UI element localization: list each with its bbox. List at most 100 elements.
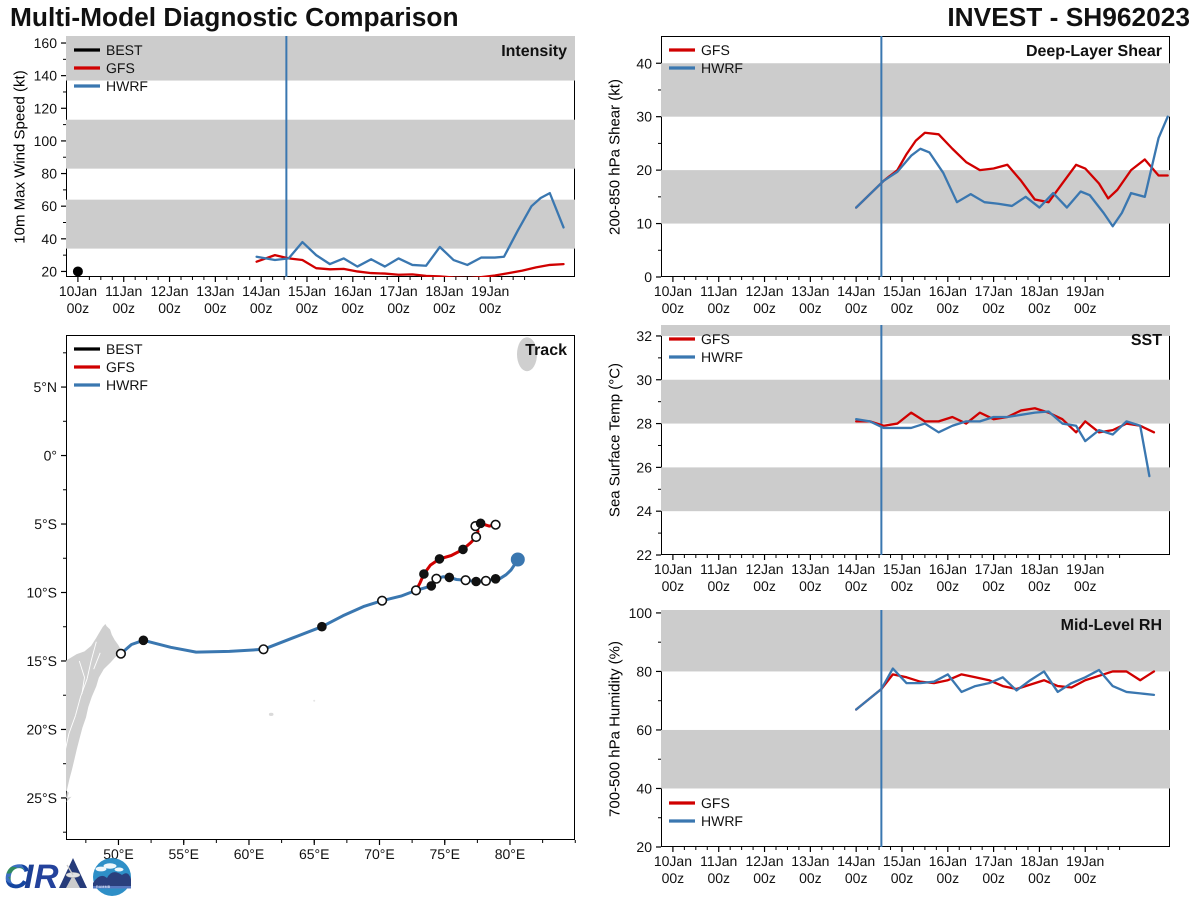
svg-text:140: 140: [34, 68, 58, 84]
svg-text:00z: 00z: [707, 578, 730, 594]
svg-text:Mid-Level RH: Mid-Level RH: [1061, 617, 1162, 634]
svg-text:00z: 00z: [296, 300, 319, 316]
svg-text:00z: 00z: [707, 300, 730, 316]
svg-text:15Jan: 15Jan: [883, 561, 921, 577]
svg-text:00z: 00z: [1028, 578, 1051, 594]
svg-text:BEST: BEST: [106, 42, 143, 58]
svg-text:80°E: 80°E: [495, 846, 526, 862]
svg-text:15Jan: 15Jan: [883, 283, 921, 299]
svg-text:00z: 00z: [479, 300, 502, 316]
svg-text:GFS: GFS: [701, 795, 730, 811]
svg-text:0°: 0°: [44, 448, 57, 464]
svg-text:17Jan: 17Jan: [380, 283, 418, 299]
svg-text:GFS: GFS: [701, 42, 730, 58]
svg-text:10°S: 10°S: [26, 585, 57, 601]
svg-text:12Jan: 12Jan: [745, 853, 783, 869]
svg-text:10Jan: 10Jan: [654, 561, 692, 577]
svg-text:HWRF: HWRF: [701, 349, 743, 365]
svg-text:13Jan: 13Jan: [196, 283, 234, 299]
svg-text:00z: 00z: [662, 870, 685, 886]
svg-text:19Jan: 19Jan: [1066, 283, 1104, 299]
svg-text:20°S: 20°S: [26, 721, 57, 737]
svg-text:00z: 00z: [204, 300, 227, 316]
svg-text:00z: 00z: [891, 300, 914, 316]
svg-text:00z: 00z: [662, 300, 685, 316]
svg-text:00z: 00z: [753, 870, 776, 886]
svg-text:00z: 00z: [433, 300, 456, 316]
svg-text:00z: 00z: [937, 578, 960, 594]
svg-text:RAMMB: RAMMB: [96, 885, 111, 889]
svg-text:55°E: 55°E: [168, 846, 199, 862]
svg-text:30: 30: [636, 372, 652, 388]
svg-text:75°E: 75°E: [429, 846, 460, 862]
svg-text:12Jan: 12Jan: [150, 283, 188, 299]
svg-text:17Jan: 17Jan: [975, 853, 1013, 869]
svg-text:00z: 00z: [982, 578, 1005, 594]
svg-text:100: 100: [629, 605, 653, 621]
svg-text:5°N: 5°N: [34, 379, 58, 395]
svg-text:00z: 00z: [1028, 300, 1051, 316]
svg-text:60°E: 60°E: [234, 846, 265, 862]
svg-text:17Jan: 17Jan: [975, 283, 1013, 299]
svg-text:Deep-Layer Shear: Deep-Layer Shear: [1026, 43, 1162, 60]
svg-text:32: 32: [636, 328, 652, 344]
svg-text:00z: 00z: [1074, 578, 1097, 594]
svg-text:19Jan: 19Jan: [1066, 853, 1104, 869]
svg-text:65°E: 65°E: [299, 846, 330, 862]
svg-text:00z: 00z: [891, 578, 914, 594]
svg-text:10Jan: 10Jan: [59, 283, 97, 299]
svg-text:00z: 00z: [799, 578, 822, 594]
svg-text:HWRF: HWRF: [701, 813, 743, 829]
svg-text:13Jan: 13Jan: [791, 283, 829, 299]
svg-text:00z: 00z: [387, 300, 410, 316]
svg-text:18Jan: 18Jan: [1020, 283, 1058, 299]
svg-text:18Jan: 18Jan: [1020, 853, 1058, 869]
svg-text:100: 100: [34, 133, 58, 149]
svg-text:20: 20: [636, 839, 652, 855]
svg-text:14Jan: 14Jan: [242, 283, 280, 299]
svg-text:00z: 00z: [845, 300, 868, 316]
svg-text:19Jan: 19Jan: [471, 283, 509, 299]
svg-text:GFS: GFS: [701, 331, 730, 347]
svg-text:13Jan: 13Jan: [791, 561, 829, 577]
svg-text:17Jan: 17Jan: [975, 561, 1013, 577]
svg-text:HWRF: HWRF: [106, 78, 148, 94]
svg-text:160: 160: [34, 35, 58, 51]
svg-text:11Jan: 11Jan: [700, 853, 737, 869]
svg-text:15°S: 15°S: [26, 653, 57, 669]
svg-text:11Jan: 11Jan: [700, 283, 737, 299]
svg-text:30: 30: [636, 109, 652, 125]
svg-text:GFS: GFS: [106, 359, 135, 375]
svg-text:00z: 00z: [891, 870, 914, 886]
svg-text:60: 60: [636, 722, 652, 738]
svg-text:00z: 00z: [845, 870, 868, 886]
svg-text:16Jan: 16Jan: [334, 283, 372, 299]
svg-text:00z: 00z: [845, 578, 868, 594]
svg-text:10: 10: [636, 216, 652, 232]
svg-text:20: 20: [41, 263, 57, 279]
svg-text:16Jan: 16Jan: [929, 283, 967, 299]
svg-text:00z: 00z: [112, 300, 135, 316]
svg-text:00z: 00z: [753, 578, 776, 594]
svg-text:19Jan: 19Jan: [1066, 561, 1104, 577]
svg-text:BEST: BEST: [106, 341, 143, 357]
svg-text:60: 60: [41, 198, 57, 214]
svg-text:40: 40: [636, 780, 652, 796]
svg-text:11Jan: 11Jan: [105, 283, 142, 299]
svg-text:00z: 00z: [982, 300, 1005, 316]
svg-text:SST: SST: [1131, 332, 1162, 349]
svg-text:28: 28: [636, 416, 652, 432]
svg-text:14Jan: 14Jan: [837, 283, 875, 299]
svg-text:20: 20: [636, 162, 652, 178]
svg-text:16Jan: 16Jan: [929, 561, 967, 577]
svg-text:00z: 00z: [67, 300, 90, 316]
svg-text:00z: 00z: [937, 300, 960, 316]
svg-text:00z: 00z: [342, 300, 365, 316]
svg-text:GFS: GFS: [106, 60, 135, 76]
svg-text:00z: 00z: [1028, 870, 1051, 886]
svg-text:14Jan: 14Jan: [837, 853, 875, 869]
svg-text:00z: 00z: [982, 870, 1005, 886]
svg-text:0: 0: [644, 269, 652, 285]
svg-text:00z: 00z: [1074, 870, 1097, 886]
svg-text:120: 120: [34, 100, 58, 116]
